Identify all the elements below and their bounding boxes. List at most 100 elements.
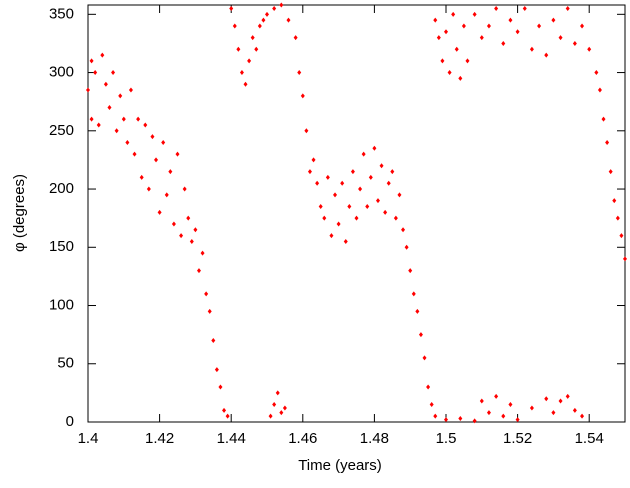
data-point <box>103 81 108 87</box>
data-point <box>494 393 499 399</box>
data-point <box>257 23 262 29</box>
data-point <box>272 5 277 11</box>
data-point <box>580 23 585 29</box>
data-point <box>372 145 377 151</box>
data-point <box>146 186 151 192</box>
x-tick-label: 1.44 <box>217 430 246 447</box>
data-point <box>544 52 549 58</box>
data-point <box>272 402 277 408</box>
data-point <box>293 35 298 41</box>
data-point <box>125 139 130 145</box>
data-point <box>89 58 94 64</box>
x-tick-label: 1.48 <box>360 430 389 447</box>
data-point <box>551 410 556 416</box>
data-point <box>458 416 463 422</box>
data-point <box>390 169 395 175</box>
data-point <box>318 204 323 210</box>
data-point <box>261 17 266 23</box>
data-point <box>401 227 406 233</box>
data-point <box>451 11 456 17</box>
data-point <box>551 17 556 23</box>
data-point <box>282 405 287 411</box>
data-point <box>322 215 327 221</box>
data-point <box>486 410 491 416</box>
data-point <box>558 398 563 404</box>
data-point <box>565 393 570 399</box>
data-point <box>368 174 373 180</box>
data-point <box>623 256 627 262</box>
data-point <box>336 221 341 227</box>
data-point <box>132 151 137 157</box>
data-point <box>265 11 269 17</box>
data-point <box>232 23 237 29</box>
data-point <box>572 40 577 46</box>
data-point <box>494 5 499 11</box>
data-point <box>608 169 613 175</box>
data-point <box>508 17 513 23</box>
data-point <box>529 46 534 52</box>
data-point <box>343 238 348 244</box>
data-point <box>580 413 585 419</box>
data-point <box>605 139 610 145</box>
data-point <box>118 93 123 99</box>
data-point <box>304 128 309 134</box>
data-point <box>479 398 484 404</box>
data-point <box>544 396 549 402</box>
data-point <box>96 122 101 128</box>
data-point <box>486 23 491 29</box>
data-point <box>458 75 463 81</box>
data-point <box>426 384 431 390</box>
data-point <box>89 116 94 122</box>
data-point <box>229 5 234 11</box>
data-point <box>211 337 216 343</box>
data-point <box>408 268 413 274</box>
data-point <box>358 186 363 192</box>
data-point <box>154 157 159 163</box>
data-point <box>128 87 133 93</box>
data-point <box>286 17 291 23</box>
data-point <box>415 308 420 314</box>
data-point <box>200 250 205 256</box>
data-point <box>279 410 284 416</box>
data-point <box>182 186 187 192</box>
data-point <box>218 384 223 390</box>
data-point <box>350 169 355 175</box>
data-point <box>325 174 330 180</box>
data-point <box>268 413 273 419</box>
data-point <box>254 46 259 52</box>
data-point <box>615 215 620 221</box>
data-point <box>279 2 284 8</box>
data-point <box>225 413 230 419</box>
data-point <box>204 291 209 297</box>
data-point <box>250 35 255 41</box>
data-point <box>612 198 617 204</box>
data-point <box>454 46 459 52</box>
data-point <box>107 105 112 111</box>
data-point <box>100 52 105 58</box>
data-point <box>186 215 191 221</box>
data-point <box>365 204 370 210</box>
data-point <box>386 180 391 186</box>
data-point <box>465 58 470 64</box>
data-point <box>433 413 438 419</box>
data-point <box>161 139 166 145</box>
data-point <box>315 180 320 186</box>
data-point <box>375 198 380 204</box>
data-point <box>171 221 176 227</box>
data-point <box>572 407 577 413</box>
data-point <box>214 367 219 373</box>
data-point <box>379 163 384 169</box>
data-point <box>472 418 477 424</box>
data-point <box>587 46 592 52</box>
data-point <box>297 70 302 76</box>
data-point <box>440 58 445 64</box>
data-point <box>529 405 534 411</box>
data-point <box>447 70 452 76</box>
data-point <box>164 192 169 198</box>
data-point <box>196 268 201 274</box>
y-tick-label: 200 <box>49 180 74 197</box>
y-tick-label: 150 <box>49 238 74 255</box>
data-point <box>418 332 423 338</box>
data-point <box>93 70 98 76</box>
